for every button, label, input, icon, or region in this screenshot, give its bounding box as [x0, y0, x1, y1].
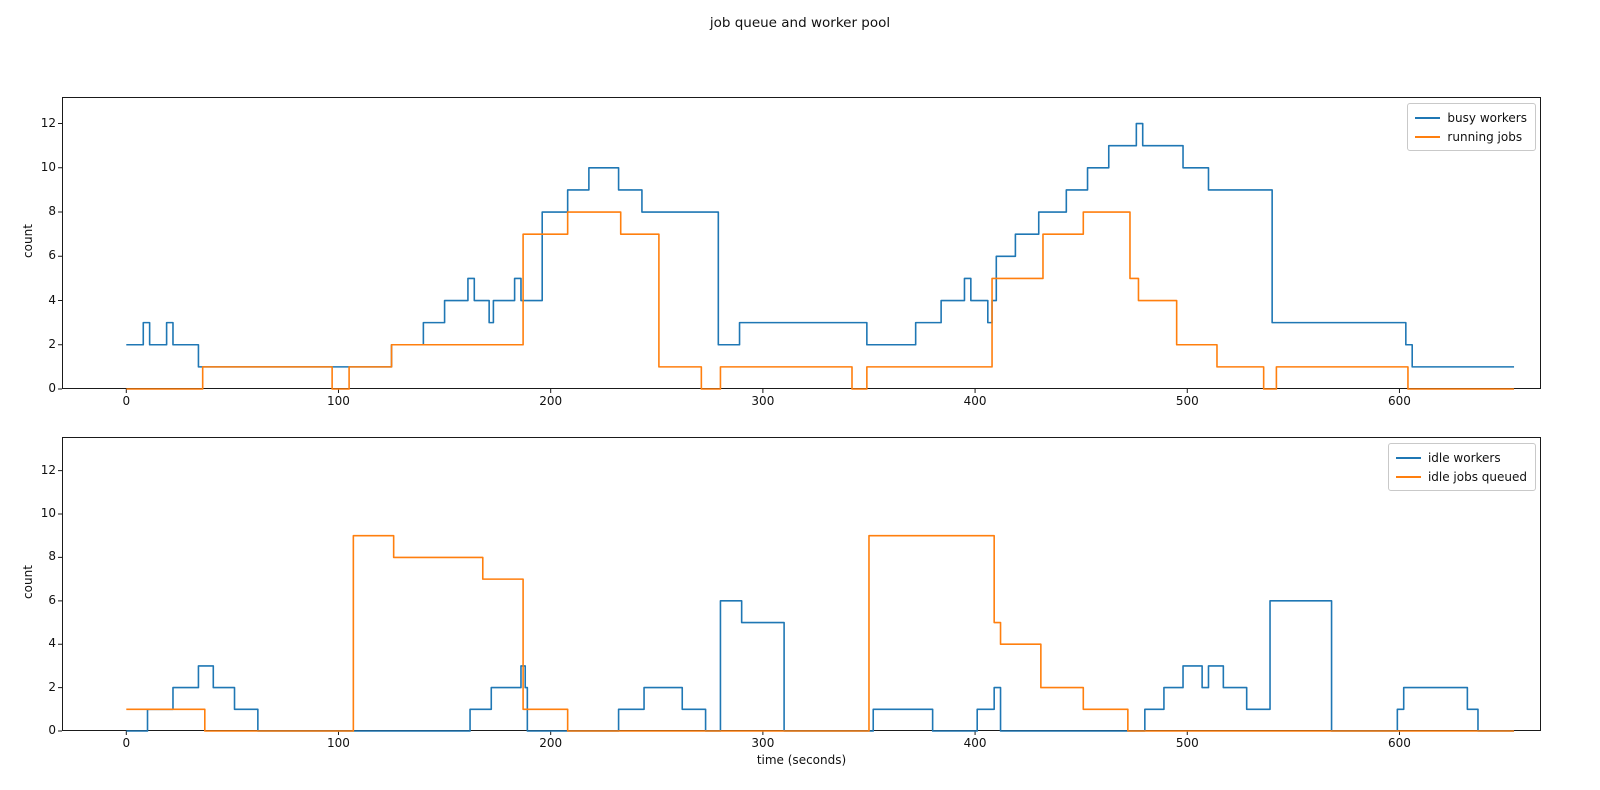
x-tick-label: 500	[1175, 736, 1199, 750]
x-tick-label: 0	[122, 394, 131, 408]
x-axis-label: time (seconds)	[756, 753, 847, 767]
y-tick-label: 0	[48, 723, 56, 737]
y-tick-label: 10	[40, 506, 56, 521]
top-chart: 0 100 200 300 400 500 600 0 2 4 6 8 10 12 count busy wo…	[21, 97, 1541, 408]
bottom-chart: 0 100 200 300 400 500 600 0 2 4 6 8 10 12 count time (s…	[21, 437, 1541, 767]
series-line-running-jobs	[126, 211, 1515, 390]
y-tick-label: 4	[48, 636, 56, 651]
figure-title: job queue and worker pool	[709, 15, 891, 31]
y-axis-label: count	[21, 565, 35, 599]
x-tick-label: 0	[122, 736, 131, 750]
legend-entry-idle-workers: idle workers	[1395, 448, 1527, 467]
y-tick-label: 8	[48, 204, 56, 219]
y-tick-label: 10	[40, 159, 56, 174]
series-line-idle-workers	[126, 600, 1515, 732]
legend-entry-label: idle jobs queued	[1427, 469, 1527, 484]
tick-mark-path	[58, 470, 1400, 735]
x-tick-label: 600	[1388, 394, 1411, 408]
y-tick-label: 4	[48, 292, 56, 307]
legend-line-sample	[1395, 475, 1421, 478]
y-tick-label: 12	[40, 462, 56, 477]
plot-area	[58, 97, 1541, 393]
legend-entry-label: running jobs	[1447, 129, 1523, 144]
legend-line-sample	[1415, 116, 1441, 119]
axes-spines	[62, 437, 1541, 731]
legend-line-sample	[1395, 456, 1421, 459]
y-tick-label: 12	[40, 115, 56, 130]
tick-marks	[58, 470, 1400, 735]
tick-marks	[58, 123, 1400, 393]
x-tick-label: 500	[1175, 394, 1199, 408]
series-line-idle-jobs-queued	[126, 534, 1515, 732]
x-tick-label: 600	[1388, 736, 1411, 750]
legend-entry-idle-jobs-queued: idle jobs queued	[1395, 467, 1527, 486]
x-tick-label: 200	[539, 394, 563, 408]
legend-entry-running-jobs: running jobs	[1415, 127, 1527, 146]
legend-entry-label: idle workers	[1427, 450, 1501, 465]
legend-line-sample	[1415, 135, 1441, 138]
legend: busy workers running jobs	[1407, 103, 1536, 151]
y-tick-label: 2	[48, 679, 56, 694]
plot-area	[58, 437, 1541, 735]
x-tick-label: 400	[963, 736, 987, 750]
axes-spines	[62, 97, 1541, 389]
legend-entry-busy-workers: busy workers	[1415, 108, 1527, 127]
legend: idle workers idle jobs queued	[1387, 443, 1536, 491]
legend-entry-label: busy workers	[1447, 110, 1527, 125]
x-tick-label: 300	[751, 736, 775, 750]
x-tick-label: 300	[751, 394, 775, 408]
y-tick-label: 6	[48, 592, 56, 607]
tick-mark-path	[58, 123, 1400, 393]
y-axis-label: count	[21, 224, 35, 258]
x-tick-label: 100	[327, 736, 350, 750]
y-tick-label: 2	[48, 336, 56, 351]
x-tick-label: 200	[539, 736, 563, 750]
y-tick-label: 6	[48, 248, 56, 263]
y-tick-label: 0	[48, 381, 56, 395]
x-tick-label: 400	[963, 394, 987, 408]
x-tick-label: 100	[327, 394, 350, 408]
series-line-busy-workers	[126, 122, 1515, 368]
y-tick-label: 8	[48, 549, 56, 564]
